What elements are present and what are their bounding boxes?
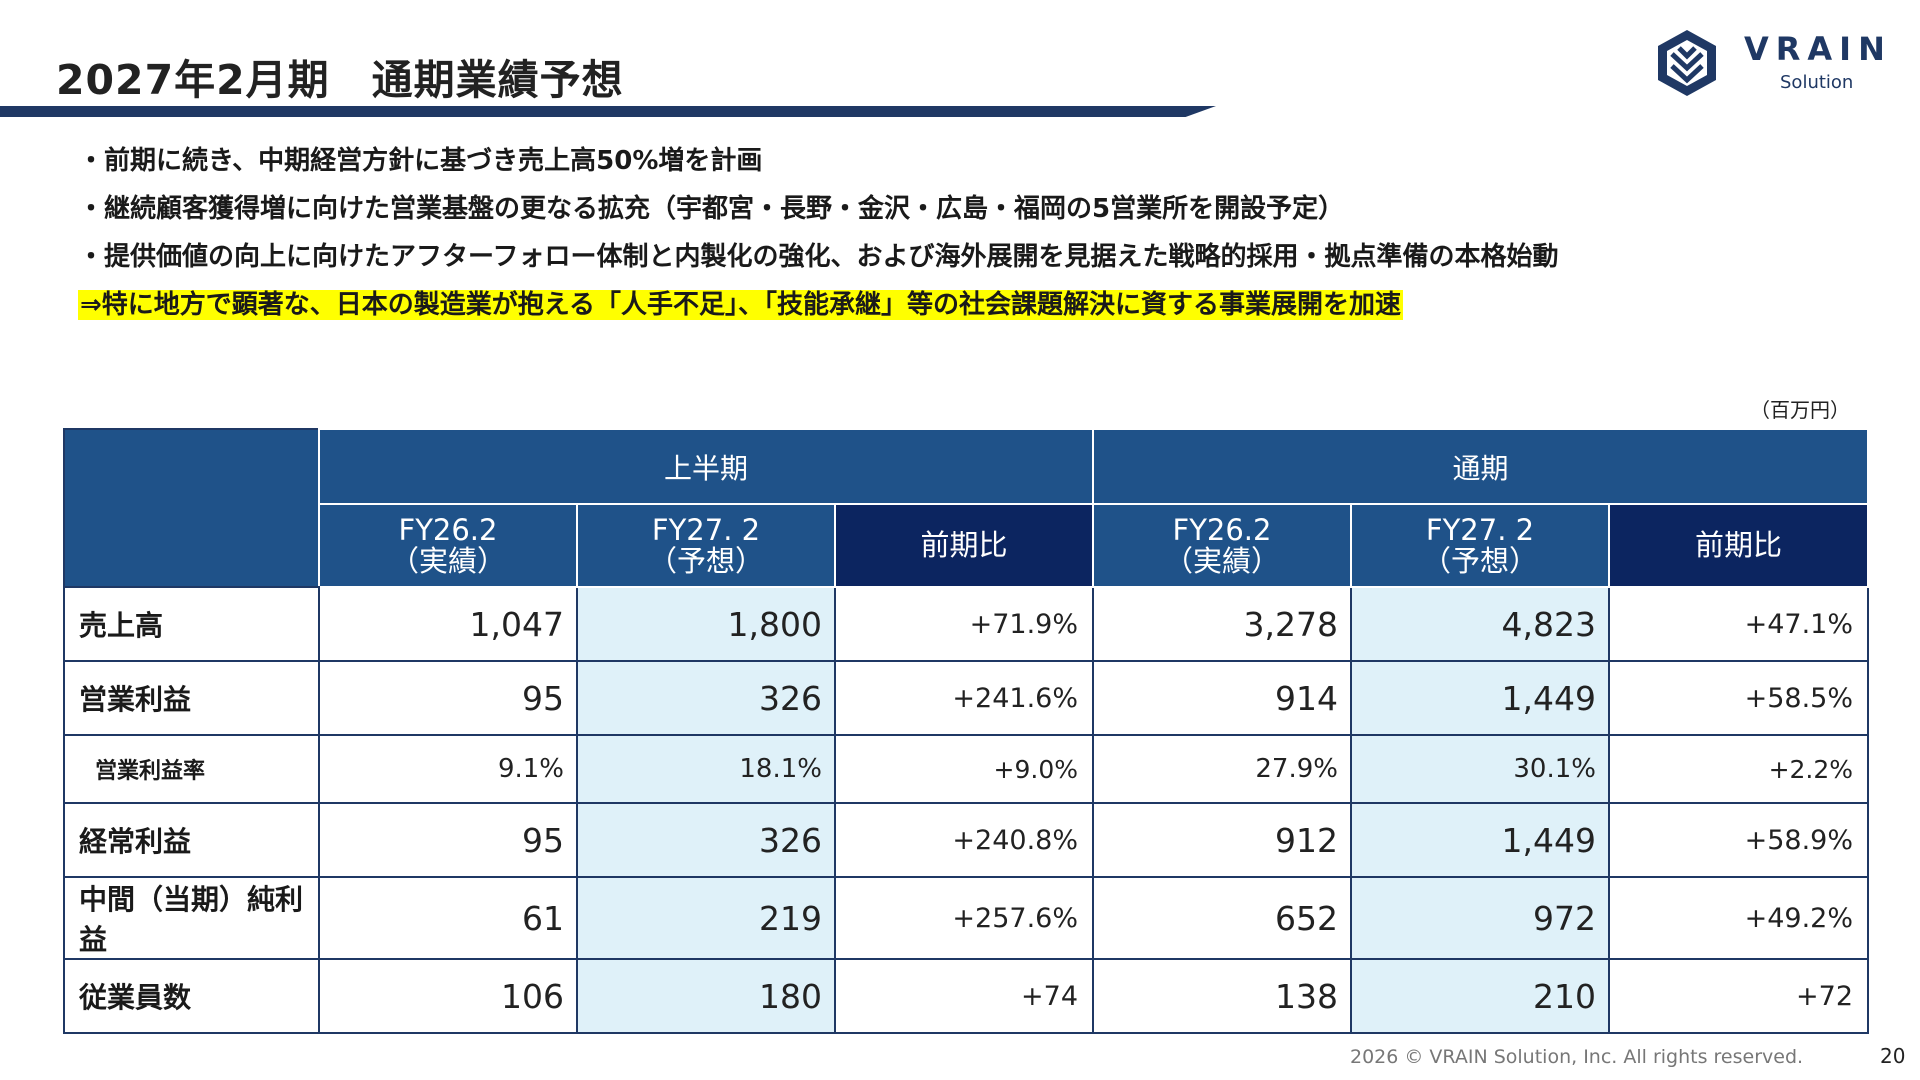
table-cell: +241.6% <box>834 660 1094 736</box>
vrain-logo-icon <box>1658 30 1716 96</box>
table-cell: 180 <box>576 958 836 1034</box>
table-cell: +74 <box>834 958 1094 1034</box>
table-cell: 326 <box>576 660 836 736</box>
row-label: 中間（当期）純利益 <box>63 876 320 960</box>
table-cell: 9.1% <box>318 734 578 804</box>
table-cell: 138 <box>1092 958 1352 1034</box>
table-cell: 30.1% <box>1350 734 1610 804</box>
table-row: 中間（当期）純利益 61 219 +257.6% 652 972 +49.2% <box>63 876 1870 960</box>
table-row: 売上高 1,047 1,800 +71.9% 3,278 4,823 +47.1… <box>63 586 1870 662</box>
col-header-yoy: 前期比 <box>834 503 1094 588</box>
table-cell: 1,449 <box>1350 802 1610 878</box>
logo-wordmark: VRAIN <box>1744 30 1892 68</box>
page-number: 20 <box>1880 1044 1906 1068</box>
table-cell: 95 <box>318 802 578 878</box>
table-cell: 326 <box>576 802 836 878</box>
forecast-table: 上半期 通期 FY26.2 （実績） FY27. 2 （予想） 前期比 FY26.2… <box>63 428 1870 1034</box>
table-cell: +58.9% <box>1607 802 1870 878</box>
table-cell: 1,047 <box>318 586 578 662</box>
col-header: FY26.2 （実績） <box>318 503 578 588</box>
bullet-list: ・前期に続き、中期経営方針に基づき売上高50%増を計画 ・継続顧客獲得増に向けた… <box>78 142 1558 334</box>
table-cell: +49.2% <box>1607 876 1870 960</box>
group-header-half: 上半期 <box>318 428 1094 505</box>
col-header: FY27. 2 （予想） <box>576 503 836 588</box>
copyright-footer: 2026 © VRAIN Solution, Inc. All rights r… <box>1350 1046 1804 1068</box>
table-cell: 3,278 <box>1092 586 1352 662</box>
table-cell: 106 <box>318 958 578 1034</box>
table-row: 従業員数 106 180 +74 138 210 +72 <box>63 958 1870 1034</box>
group-header-row: 上半期 通期 <box>63 428 1870 588</box>
table-cell: 972 <box>1350 876 1610 960</box>
table-cell: 1,800 <box>576 586 836 662</box>
highlight-text: ⇒特に地方で顕著な、日本の製造業が抱える「人手不足」、「技能承継」等の社会課題解… <box>78 290 1404 320</box>
table-row: 営業利益率 9.1% 18.1% +9.0% 27.9% 30.1% +2.2% <box>63 734 1870 804</box>
table-cell: +72 <box>1607 958 1870 1034</box>
row-label: 営業利益 <box>63 660 320 736</box>
table-cell: 210 <box>1350 958 1610 1034</box>
bullet-item: ・提供価値の向上に向けたアフターフォロー体制と内製化の強化、および海外展開を見据… <box>78 242 1559 272</box>
table-cell: +9.0% <box>834 734 1094 804</box>
company-logo: VRAIN Solution <box>1652 24 1902 104</box>
table-cell: 914 <box>1092 660 1352 736</box>
col-header-yoy: 前期比 <box>1607 503 1870 588</box>
col-header: FY27. 2 （予想） <box>1350 503 1610 588</box>
table-cell: 95 <box>318 660 578 736</box>
sub-header-row: FY26.2 （実績） FY27. 2 （予想） 前期比 FY26.2 （実績） FY… <box>64 503 1870 588</box>
title-underline <box>0 106 1216 117</box>
bullet-item: ・前期に続き、中期経営方針に基づき売上高50%増を計画 <box>78 146 763 176</box>
table-cell: +240.8% <box>834 802 1094 878</box>
logo-subtitle: Solution <box>1780 72 1854 93</box>
table-cell: 219 <box>576 876 836 960</box>
table-cell: +47.1% <box>1607 586 1870 662</box>
corner-cell <box>63 428 320 588</box>
table-cell: +71.9% <box>834 586 1094 662</box>
highlight-line: ⇒特に地方で顕著な、日本の製造業が抱える「人手不足」、「技能承継」等の社会課題解… <box>78 286 1558 334</box>
unit-label: （百万円） <box>1750 398 1850 422</box>
table-row: 営業利益 95 326 +241.6% 914 1,449 +58.5% <box>63 660 1870 736</box>
row-label: 経常利益 <box>63 802 320 878</box>
col-header: FY26.2 （実績） <box>1092 503 1352 588</box>
table-cell: 27.9% <box>1092 734 1352 804</box>
group-header-full: 通期 <box>1091 428 1870 505</box>
row-label: 従業員数 <box>63 958 320 1034</box>
table-row: 経常利益 95 326 +240.8% 912 1,449 +58.9% <box>63 802 1870 878</box>
table-cell: +2.2% <box>1607 734 1870 804</box>
bullet-item: ・継続顧客獲得増に向けた営業基盤の更なる拡充（宇都宮・長野・金沢・広島・福岡の5… <box>78 194 1345 224</box>
table-cell: 652 <box>1092 876 1352 960</box>
row-label: 売上高 <box>63 586 320 662</box>
table-cell: 61 <box>318 876 578 960</box>
page-title: 2027年2月期 通期業績予想 <box>56 56 624 104</box>
table-cell: 18.1% <box>576 734 836 804</box>
table-cell: +58.5% <box>1607 660 1870 736</box>
table-cell: +257.6% <box>834 876 1094 960</box>
row-label: 営業利益率 <box>63 734 320 804</box>
table-cell: 4,823 <box>1350 586 1610 662</box>
table-cell: 912 <box>1092 802 1352 878</box>
table-cell: 1,449 <box>1350 660 1610 736</box>
